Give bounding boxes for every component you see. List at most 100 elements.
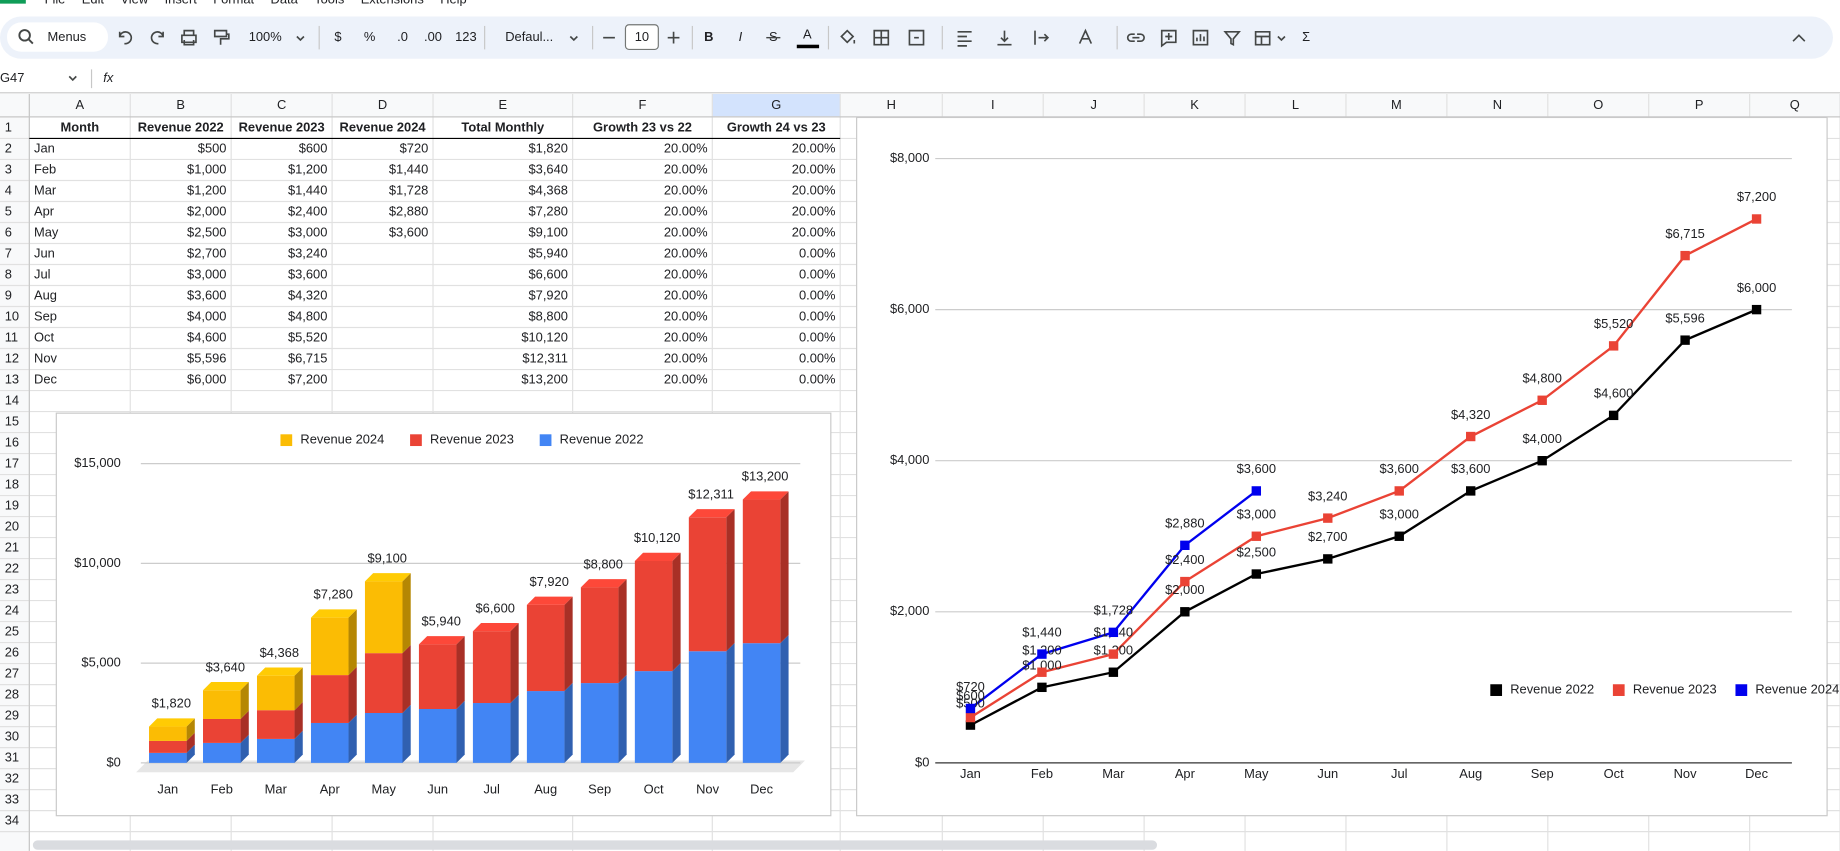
toolbar-sum[interactable]: Σ [1302, 29, 1310, 44]
table-cell: $10,120 [521, 329, 568, 344]
table-dropdown[interactable] [1277, 35, 1286, 42]
table-cell: 20.00% [792, 161, 836, 176]
point-marker [1537, 456, 1547, 466]
borders[interactable] [873, 29, 890, 46]
merge-cells[interactable] [908, 29, 925, 46]
toolbar-decrease-decimals[interactable]: .0 [397, 29, 408, 44]
comment[interactable] [1160, 29, 1177, 48]
total-label: $5,940 [422, 613, 461, 628]
align[interactable] [957, 30, 972, 47]
font-size-box[interactable] [624, 24, 659, 50]
table-cell: $7,280 [529, 203, 568, 218]
table-cell: 20.00% [792, 224, 836, 239]
bar-top [364, 573, 411, 582]
toolbar-search[interactable]: Menus [48, 29, 87, 44]
chart[interactable] [1192, 29, 1209, 46]
bar-segment [256, 738, 295, 763]
total-label: $1,820 [152, 696, 191, 711]
table-cell: Dec [34, 371, 57, 386]
data-label: $5,520 [1594, 316, 1633, 331]
bar-side [618, 579, 627, 684]
horizontal-scrollbar[interactable] [32, 840, 1158, 850]
data-label: $3,240 [1308, 488, 1347, 503]
bar-side [402, 704, 411, 763]
table-cell: $12,311 [522, 350, 568, 365]
menu-item[interactable]: Extensions [361, 0, 424, 7]
menu-item[interactable]: Data [271, 0, 299, 7]
table-cell: 0.00% [799, 350, 836, 365]
toolbar-font-size[interactable]: 10 [635, 29, 649, 44]
point-marker [1323, 513, 1333, 523]
toolbar-currency[interactable]: $ [334, 29, 341, 44]
print[interactable] [181, 29, 197, 46]
link[interactable] [1126, 33, 1145, 43]
column-letter: C [277, 97, 286, 112]
toolbar-increase-decimals[interactable]: .00 [424, 29, 442, 44]
point-marker [1180, 576, 1190, 587]
column-letter: D [378, 97, 387, 112]
table[interactable] [1254, 30, 1271, 46]
row-number: 23 [5, 581, 19, 596]
table-cell: Mar [34, 182, 57, 197]
x-tick-label: Jul [483, 781, 499, 796]
menu-item[interactable]: Edit [82, 0, 105, 7]
search-menus[interactable] [7, 22, 108, 52]
table-cell: $1,440 [389, 161, 428, 176]
toolbar-number-format[interactable]: 123 [455, 29, 477, 44]
x-tick-label: Jan [157, 781, 178, 796]
data-label: $3,600 [1380, 461, 1419, 476]
zoom-dropdown[interactable] [296, 35, 305, 42]
legend-label: Revenue 2023 [1633, 682, 1717, 697]
menu-item[interactable]: Format [213, 0, 254, 7]
bar-segment [688, 651, 727, 763]
point-marker [1108, 667, 1119, 677]
table-cell: 20.00% [664, 371, 708, 386]
font-size-plus[interactable] [667, 31, 680, 44]
table-cell: Jan [34, 140, 55, 155]
bar-top [310, 609, 357, 618]
point-marker [1466, 486, 1476, 496]
point-marker [1466, 431, 1476, 442]
table-cell: $6,000 [187, 371, 226, 386]
menu-item[interactable]: File [45, 0, 66, 7]
menu-item[interactable]: Insert [165, 0, 198, 7]
bar-side [564, 596, 573, 692]
x-tick-label: Jan [960, 766, 981, 781]
undo[interactable] [118, 31, 133, 45]
menu-item[interactable]: Help [440, 0, 467, 7]
data-label: $3,000 [1380, 507, 1419, 522]
valign[interactable] [997, 30, 1012, 46]
toolbar-text-color[interactable]: A [803, 27, 812, 42]
table-cell: $6,600 [529, 266, 568, 281]
bar-side [240, 682, 249, 719]
table-cell: 20.00% [664, 350, 708, 365]
toolbar-font[interactable]: Defaul... [505, 29, 553, 44]
rotate[interactable] [1078, 28, 1093, 44]
bar-top [742, 491, 789, 500]
bar-side [618, 674, 627, 763]
row-number: 28 [5, 687, 19, 702]
paint-format[interactable] [213, 29, 230, 45]
selected-column-header [712, 93, 841, 117]
toolbar-zoom[interactable]: 100% [249, 29, 282, 44]
redo[interactable] [150, 31, 164, 45]
toolbar-percent[interactable]: % [364, 29, 375, 44]
name-box-dropdown[interactable] [68, 75, 77, 82]
name-box[interactable]: G47 [0, 70, 24, 85]
table-header-cell: Growth 24 vs 23 [727, 119, 826, 134]
menu-item[interactable]: Tools [314, 0, 344, 7]
bar-segment [149, 740, 187, 753]
font-dropdown[interactable] [569, 35, 578, 42]
wrap[interactable] [1034, 30, 1050, 45]
bar-segment [203, 690, 241, 719]
menu-item[interactable]: View [120, 0, 148, 7]
toolbar-strikethrough[interactable]: S [769, 29, 778, 44]
x-tick-label: Jun [427, 781, 448, 796]
fill-color[interactable] [840, 29, 856, 44]
filter[interactable] [1223, 30, 1241, 47]
toolbar-italic[interactable]: I [739, 29, 743, 44]
column-letter: Q [1790, 97, 1800, 112]
collapse[interactable] [1792, 34, 1806, 42]
toolbar-bold[interactable]: B [704, 29, 713, 44]
data-label: $4,000 [1522, 431, 1561, 446]
